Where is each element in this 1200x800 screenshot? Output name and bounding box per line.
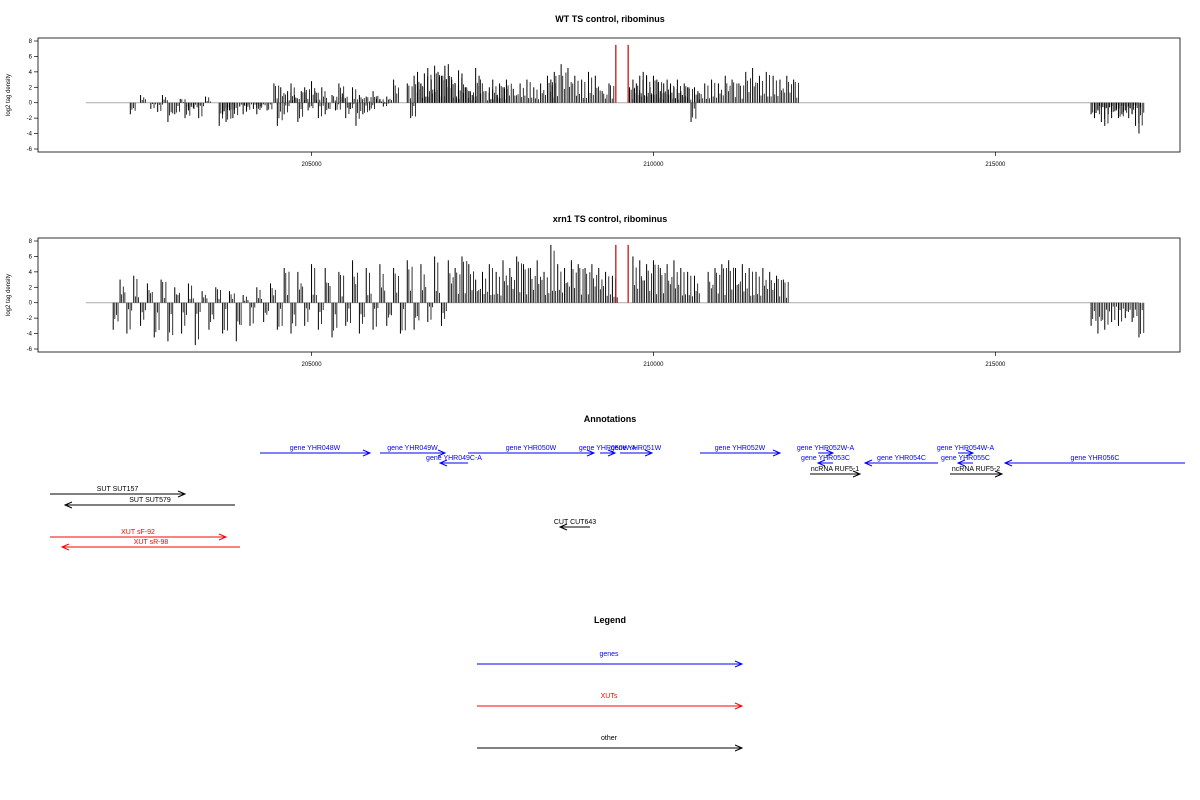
feature-label: XUT sR-98 <box>134 539 169 546</box>
gene-arrow-head <box>437 449 447 457</box>
y-tick-label: 4 <box>29 270 33 276</box>
x-tick-label: 205000 <box>302 362 323 368</box>
plot-frame <box>37 237 1181 353</box>
legend-label: XUTs <box>601 693 618 700</box>
gene-label: gene YHR052W <box>715 445 766 452</box>
gene-label: gene YHR049W <box>387 445 438 452</box>
gene-label: gene YHR052W-A <box>797 445 855 452</box>
y-tick-label: 0 <box>29 301 33 307</box>
gene-arrow-head <box>965 449 975 457</box>
y-tick-label: -4 <box>27 132 33 138</box>
gene-arrow-head <box>438 459 448 467</box>
x-tick-label: 210000 <box>643 362 664 368</box>
y-axis-label: log2 tag density <box>6 274 12 316</box>
xrn1-panel: xrn1 TS control, ribominus log2 tag dens… <box>6 214 1181 368</box>
plot-frame <box>37 37 1181 153</box>
y-tick-label: -2 <box>27 116 33 122</box>
wt-panel: WT TS control, ribominus log2 tag densit… <box>6 14 1181 168</box>
feature-label: ncRNA RUF5-2 <box>952 466 1000 473</box>
legend-title: Legend <box>594 615 626 625</box>
gene-arrow-head <box>1003 459 1013 467</box>
feature-label: ncRNA RUF5-1 <box>811 466 859 473</box>
feature-arrow-head <box>177 490 187 498</box>
panel-title: WT TS control, ribominus <box>555 14 665 24</box>
gene-arrow-head <box>607 449 617 457</box>
gene-label: gene YHR050W-A <box>579 445 637 452</box>
gene-arrow-head <box>816 459 826 467</box>
feature-label: XUT sF-92 <box>121 529 155 536</box>
y-tick-label: 8 <box>29 39 33 45</box>
y-tick-label: 8 <box>29 239 33 245</box>
gene-label: gene YHR054C <box>877 455 926 462</box>
feature-arrow-head <box>63 501 73 509</box>
y-axis-label: log2 tag density <box>6 74 12 116</box>
feature-label: SUT SUT579 <box>129 497 171 504</box>
feature-arrow-head <box>994 470 1004 478</box>
gene-arrow-head <box>825 449 835 457</box>
gene-arrow-head <box>863 459 873 467</box>
y-tick-label: 0 <box>29 101 33 107</box>
y-tick-label: -2 <box>27 316 33 322</box>
legend: Legend genes XUTs other <box>477 615 744 752</box>
annotations-title: Annotations <box>584 414 637 424</box>
x-tick-label: 215000 <box>985 162 1006 168</box>
feature-arrow-head <box>852 470 862 478</box>
y-tick-label: 2 <box>29 285 33 291</box>
y-tick-label: 6 <box>29 54 33 60</box>
y-tick-label: 4 <box>29 70 33 76</box>
feature-label: SUT SUT157 <box>97 486 139 493</box>
y-tick-label: -6 <box>27 347 33 353</box>
feature-arrow-head <box>558 523 568 531</box>
y-tick-label: 6 <box>29 254 33 260</box>
y-tick-label: -6 <box>27 147 33 153</box>
legend-label: genes <box>599 651 619 658</box>
y-tick-label: -4 <box>27 332 33 338</box>
gene-label: gene YHR054W-A <box>937 445 995 452</box>
legend-arrow-head <box>734 702 744 710</box>
gene-label: gene YHR049C-A <box>426 455 482 462</box>
x-tick-label: 215000 <box>985 362 1006 368</box>
gene-arrow-head <box>772 449 782 457</box>
feature-arrow-head <box>218 533 228 541</box>
x-tick-label: 210000 <box>643 162 664 168</box>
legend-arrow-head <box>734 744 744 752</box>
gene-arrow-head <box>956 459 966 467</box>
feature-label: CUT CUT643 <box>554 519 596 526</box>
gene-label: gene YHR055C <box>941 455 990 462</box>
feature-arrow-head <box>60 543 70 551</box>
panel-title: xrn1 TS control, ribominus <box>553 214 668 224</box>
gene-label: gene YHR053C <box>801 455 850 462</box>
gene-label: gene YHR056C <box>1071 455 1120 462</box>
legend-arrow-head <box>734 660 744 668</box>
legend-label: other <box>601 735 618 742</box>
gene-label: gene YHR050W <box>506 445 557 452</box>
gene-arrow-head <box>586 449 596 457</box>
y-tick-label: 2 <box>29 85 33 91</box>
x-tick-label: 205000 <box>302 162 323 168</box>
gene-arrow-head <box>362 449 372 457</box>
gene-label: gene YHR051W <box>611 445 662 452</box>
annotations-track: Annotations gene YHR048W gene YHR049W gene… <box>50 414 1185 551</box>
gene-arrow-head <box>644 449 654 457</box>
gene-label: gene YHR048W <box>290 445 341 452</box>
